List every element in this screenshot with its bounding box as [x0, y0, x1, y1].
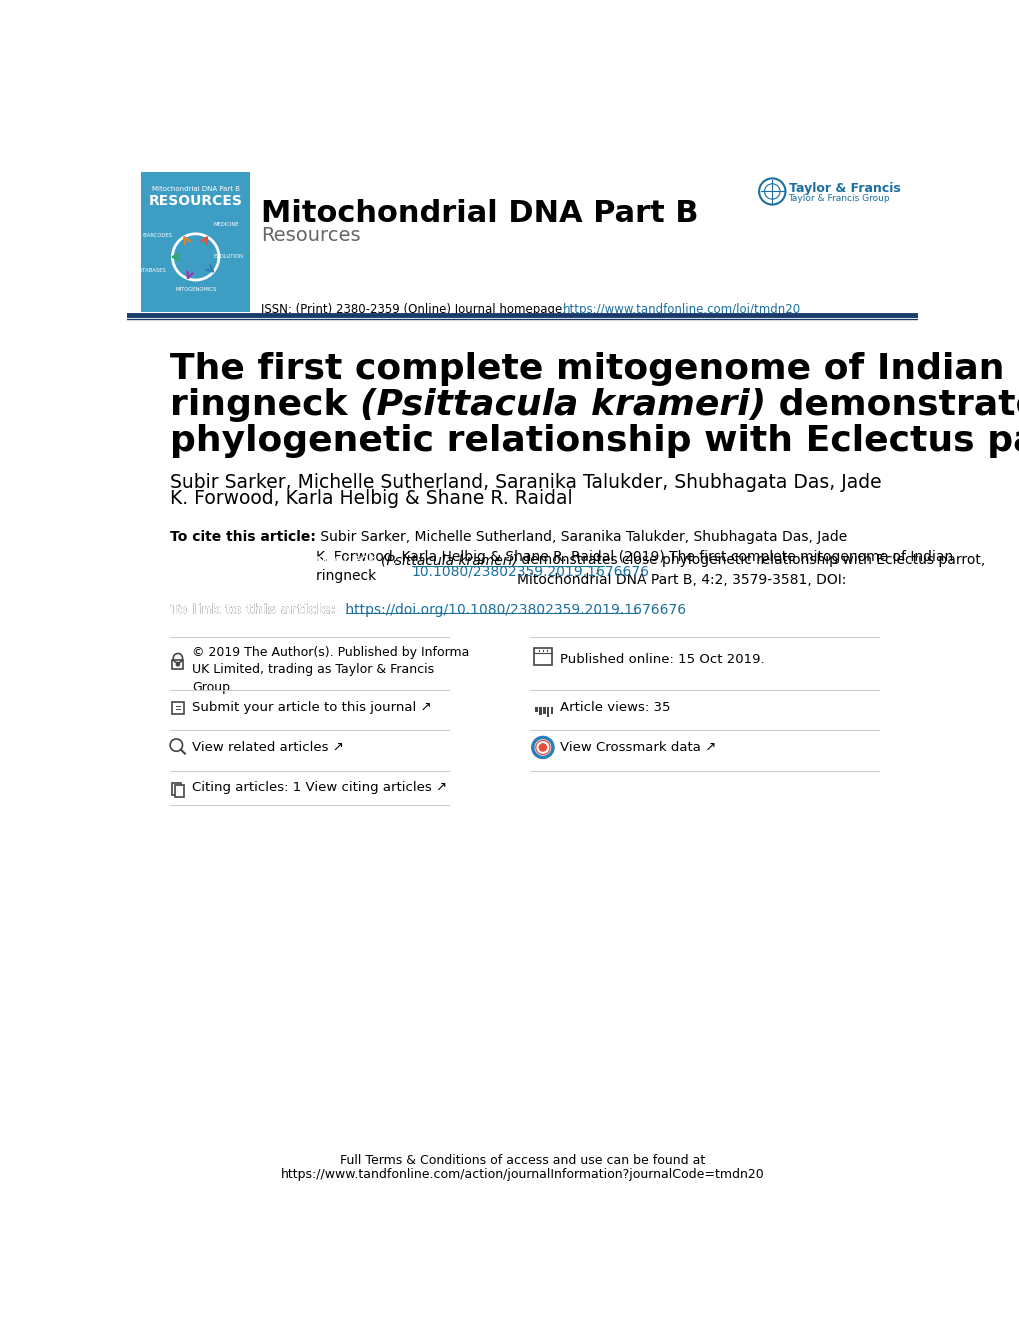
Text: Mitochondrial DNA Part B: Mitochondrial DNA Part B: [261, 200, 698, 228]
Bar: [142, 173, 250, 312]
Circle shape: [535, 739, 550, 755]
Bar: [538, 707, 541, 715]
Text: DNA BARCODES: DNA BARCODES: [129, 233, 171, 238]
Text: EVOLUTION: EVOLUTION: [213, 254, 243, 260]
Text: To link to this article:: To link to this article:: [170, 603, 341, 617]
Text: Subir Sarker, Michelle Sutherland, Saranika Talukder, Shubhagata Das, Jade: Subir Sarker, Michelle Sutherland, Saran…: [170, 473, 880, 491]
Text: Full Terms & Conditions of access and use can be found at: Full Terms & Conditions of access and us…: [339, 1154, 705, 1168]
Text: https://doi.org/10.1080/23802359.2019.1676676: https://doi.org/10.1080/23802359.2019.16…: [341, 603, 686, 617]
Text: Taylor & Francis: Taylor & Francis: [788, 182, 900, 195]
Text: View Crossmark data ↗: View Crossmark data ↗: [559, 742, 715, 754]
Text: demonstrates close: demonstrates close: [765, 388, 1019, 422]
Bar: [533, 648, 551, 665]
Circle shape: [175, 661, 180, 667]
Text: https://www.tandfonline.com/loi/tmdn20: https://www.tandfonline.com/loi/tmdn20: [562, 303, 800, 316]
Bar: [542, 707, 545, 714]
Text: © 2019 The Author(s). Published by Informa
UK Limited, trading as Taylor & Franc: © 2019 The Author(s). Published by Infor…: [192, 645, 469, 694]
Text: Resources: Resources: [261, 226, 360, 245]
Text: Taylor & Francis Group: Taylor & Francis Group: [788, 194, 890, 204]
Bar: [171, 783, 180, 795]
Circle shape: [178, 240, 213, 274]
Text: Published online: 15 Oct 2019.: Published online: 15 Oct 2019.: [559, 653, 764, 667]
Text: RESOURCES: RESOURCES: [149, 194, 243, 208]
Text: The first complete mitogenome of Indian: The first complete mitogenome of Indian: [170, 352, 1004, 386]
Bar: [172, 660, 183, 670]
Bar: [550, 707, 553, 714]
Text: DATABASES: DATABASES: [136, 268, 166, 273]
Text: ISSN: (Print) 2380-2359 (Online) Journal homepage:: ISSN: (Print) 2380-2359 (Online) Journal…: [261, 303, 570, 316]
Text: Citing articles: 1 View citing articles ↗: Citing articles: 1 View citing articles …: [192, 781, 446, 794]
Bar: [174, 785, 183, 798]
Bar: [535, 707, 537, 712]
Text: ringneck: ringneck: [170, 388, 360, 422]
Bar: [171, 702, 183, 714]
Text: Article views: 35: Article views: 35: [559, 702, 669, 714]
Text: ringneck: ringneck: [316, 553, 380, 568]
Text: (Psittacula krameri): (Psittacula krameri): [360, 388, 765, 422]
Text: 10.1080/23802359.2019.1676676: 10.1080/23802359.2019.1676676: [412, 565, 649, 578]
Text: demonstrates close phylogenetic relationship with Eclectus parrot,
Mitochondrial: demonstrates close phylogenetic relation…: [517, 553, 984, 586]
Text: K. Forwood, Karla Helbig & Shane R. Raidal: K. Forwood, Karla Helbig & Shane R. Raid…: [170, 490, 573, 509]
Text: Subir Sarker, Michelle Sutherland, Saranika Talukder, Shubhagata Das, Jade
K. Fo: Subir Sarker, Michelle Sutherland, Saran…: [316, 530, 953, 584]
Bar: [546, 707, 549, 716]
Text: Mitochondrial DNA Part B: Mitochondrial DNA Part B: [152, 186, 239, 191]
Text: (Psittacula krameri): (Psittacula krameri): [380, 553, 517, 568]
Circle shape: [538, 743, 546, 751]
Text: View related articles ↗: View related articles ↗: [192, 742, 343, 754]
Text: MEDICINE: MEDICINE: [214, 222, 239, 228]
Text: To cite this article:: To cite this article:: [170, 530, 316, 544]
Text: Submit your article to this journal ↗: Submit your article to this journal ↗: [192, 702, 431, 714]
Text: https://www.tandfonline.com/action/journalInformation?journalCode=tmdn20: https://www.tandfonline.com/action/journ…: [280, 1168, 764, 1181]
Text: To link to this article:: To link to this article:: [170, 603, 341, 617]
Circle shape: [758, 178, 785, 205]
Text: phylogenetic relationship with Eclectus parrot: phylogenetic relationship with Eclectus …: [170, 424, 1019, 458]
Text: MITOGENOMICS: MITOGENOMICS: [175, 287, 216, 292]
